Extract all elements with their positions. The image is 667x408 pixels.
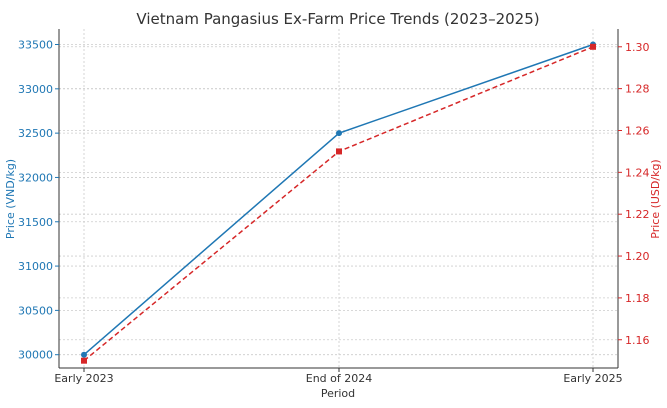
vnd-data-point — [81, 351, 87, 358]
usd-data-point — [590, 43, 596, 50]
left-tick-label: 31500 — [18, 216, 53, 229]
axes — [58, 29, 619, 369]
left-tick-label: 33000 — [18, 83, 53, 96]
grid — [59, 29, 618, 368]
x-tick-label: Early 2025 — [563, 372, 622, 385]
left-tick-label: 30000 — [18, 349, 53, 362]
ticks: Early 2023 End of 2024 Early 2025 30000 3050… — [18, 39, 650, 385]
left-tick-label: 33500 — [18, 39, 53, 52]
right-tick-label: 1.16 — [625, 334, 650, 347]
right-tick-label: 1.30 — [625, 41, 650, 54]
left-tick-label: 31000 — [18, 260, 53, 273]
left-axis-label: Price (VND/kg) — [4, 159, 17, 239]
usd-data-point — [336, 148, 342, 155]
series — [81, 41, 596, 364]
right-tick-label: 1.22 — [625, 208, 650, 221]
vnd-price-line — [83, 43, 594, 356]
usd-price-line — [83, 46, 594, 362]
left-tick-label: 32500 — [18, 127, 53, 140]
chart-title: Vietnam Pangasius Ex-Farm Price Trends (… — [136, 10, 539, 28]
x-tick-label: Early 2023 — [54, 372, 113, 385]
right-tick-label: 1.26 — [625, 124, 650, 137]
right-tick-label: 1.24 — [625, 166, 650, 179]
x-axis-label: Period — [321, 387, 355, 400]
x-tick-label: End of 2024 — [306, 372, 373, 385]
left-tick-label: 32000 — [18, 171, 53, 184]
right-tick-label: 1.20 — [625, 250, 650, 263]
left-tick-label: 30500 — [18, 304, 53, 317]
right-axis-label: Price (USD/kg) — [649, 159, 662, 238]
right-tick-label: 1.18 — [625, 292, 650, 305]
right-tick-label: 1.28 — [625, 83, 650, 96]
usd-data-point — [81, 357, 87, 364]
vnd-data-point — [336, 130, 342, 137]
